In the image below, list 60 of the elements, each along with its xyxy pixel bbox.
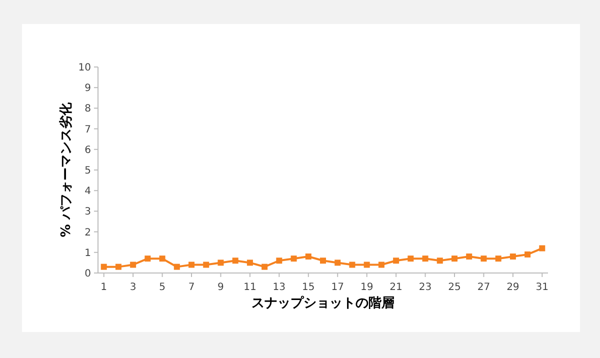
y-tick-label: 9 (84, 83, 91, 94)
y-tick-label: 2 (84, 227, 91, 238)
point (203, 262, 210, 268)
x-tick-label: 31 (536, 282, 549, 293)
point (130, 262, 136, 268)
point (495, 256, 502, 262)
point (100, 264, 107, 270)
y-tick-label: 3 (84, 206, 91, 218)
point (174, 264, 180, 270)
point (334, 260, 341, 266)
point (159, 256, 166, 262)
y-tick-label: 10 (78, 62, 91, 74)
point (378, 262, 384, 268)
x-tick-label: 5 (159, 282, 166, 293)
x-tick-label: 23 (418, 282, 432, 293)
x-tick-label: 9 (218, 282, 224, 293)
point (393, 258, 400, 264)
y-tick-label: 4 (84, 186, 91, 198)
point (451, 256, 458, 262)
x-tick-label: 11 (244, 282, 256, 293)
x-tick-label: 21 (390, 282, 402, 293)
point (246, 260, 253, 266)
y-tick-label: 8 (84, 104, 91, 115)
x-axis-title: スナップショットの階層 (252, 295, 394, 311)
point (364, 262, 370, 268)
point (305, 254, 312, 260)
point (115, 264, 122, 270)
point (436, 258, 443, 264)
point (320, 258, 326, 264)
x-tick-label: 13 (272, 282, 286, 293)
y-tick-label: 0 (84, 268, 91, 280)
point (349, 262, 356, 268)
y-axis-title: % パフォーマンス劣化 (59, 102, 74, 238)
x-tick-label: 27 (477, 282, 490, 293)
x-tick-label: 15 (302, 282, 315, 293)
y-tick-label: 7 (84, 124, 91, 136)
y-tick-label: 1 (84, 248, 91, 259)
x-tick-label: 17 (331, 282, 344, 293)
x-tick-label: 19 (360, 282, 374, 293)
point (144, 256, 151, 262)
point (524, 251, 531, 258)
point (408, 256, 414, 262)
x-tick-label: 3 (130, 282, 136, 293)
point (290, 256, 297, 262)
x-tick-label: 25 (448, 282, 461, 293)
point (422, 256, 428, 262)
point (262, 264, 268, 270)
point (510, 254, 516, 260)
y-tick-label: 6 (84, 144, 91, 156)
point (466, 254, 472, 260)
point (218, 260, 224, 266)
y-tick-label: 5 (84, 166, 91, 176)
point (188, 262, 195, 268)
point (276, 258, 282, 264)
x-tick-label: 7 (188, 282, 195, 293)
point (232, 258, 238, 264)
x-tick-label: 1 (100, 282, 108, 293)
point (480, 256, 487, 262)
x-tick-label: 29 (506, 282, 520, 293)
point (539, 245, 546, 252)
